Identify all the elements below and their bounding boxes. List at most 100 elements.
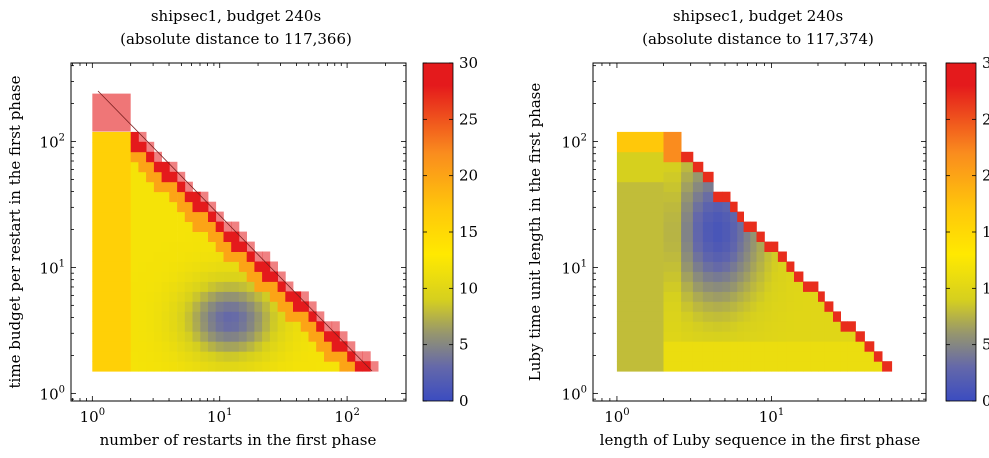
heatmap-cell bbox=[177, 351, 186, 362]
heatmap-cell bbox=[730, 341, 738, 352]
heatmap-cell bbox=[293, 311, 302, 322]
heatmap-cell bbox=[246, 251, 255, 262]
heatmap-cell bbox=[663, 231, 682, 242]
heatmap-cell bbox=[681, 181, 694, 193]
heatmap-cell bbox=[153, 151, 162, 163]
heatmap-cell bbox=[713, 281, 723, 292]
heatmap-cell bbox=[692, 341, 704, 352]
heatmap-cell bbox=[238, 361, 247, 372]
heatmap-cell bbox=[833, 311, 841, 322]
heatmap-cell bbox=[331, 321, 340, 332]
heatmap-cell bbox=[308, 301, 317, 312]
heatmap-cell bbox=[777, 331, 787, 342]
heatmap-cell bbox=[855, 361, 865, 372]
heatmap-cell bbox=[200, 301, 209, 312]
heatmap-cell bbox=[146, 181, 155, 193]
heatmap-cell bbox=[722, 211, 731, 222]
heatmap-cell bbox=[730, 321, 738, 332]
heatmap-cell bbox=[231, 291, 240, 302]
heatmap-cell bbox=[92, 311, 131, 322]
heatmap-cell bbox=[764, 321, 772, 332]
heatmap-cell bbox=[269, 261, 278, 272]
heatmap-cell bbox=[153, 361, 162, 372]
heatmap-cell bbox=[737, 271, 744, 282]
heatmap-cell bbox=[138, 141, 147, 153]
heatmap-cell bbox=[847, 341, 856, 352]
heatmap-cell bbox=[200, 361, 209, 372]
heatmap-cell bbox=[153, 281, 162, 292]
heatmap-cell bbox=[231, 261, 240, 272]
heatmap-cell bbox=[138, 351, 147, 362]
heatmap-cell bbox=[262, 361, 271, 372]
heatmap-cell bbox=[161, 301, 170, 312]
heatmap-cell bbox=[764, 291, 772, 302]
heatmap-cell bbox=[200, 311, 209, 322]
heatmap-cell bbox=[771, 311, 779, 322]
heatmap-cell bbox=[177, 271, 186, 282]
heatmap-cell bbox=[246, 341, 255, 352]
heatmap-cell bbox=[238, 271, 247, 282]
heatmap-cell bbox=[146, 321, 155, 332]
heatmap-cell bbox=[269, 311, 278, 322]
heatmap-cell bbox=[840, 321, 848, 332]
tick-label: 100 bbox=[40, 384, 65, 403]
heatmap-cell bbox=[146, 221, 155, 232]
heatmap-cell bbox=[803, 321, 812, 332]
heatmap-cell bbox=[153, 301, 162, 312]
heatmap-cell bbox=[146, 361, 155, 372]
heatmap-cell bbox=[92, 221, 131, 232]
heatmap-cell bbox=[663, 241, 682, 252]
heatmap-cell bbox=[818, 311, 825, 322]
heatmap-cell bbox=[764, 271, 772, 282]
heatmap-cell bbox=[818, 351, 825, 362]
heatmap-cell bbox=[681, 331, 694, 342]
heatmap-cell bbox=[146, 311, 155, 322]
heatmap-cell bbox=[750, 251, 757, 262]
heatmap-cell bbox=[92, 271, 131, 282]
heatmap-cell bbox=[771, 331, 779, 342]
heatmap-cell bbox=[130, 151, 139, 163]
heatmap-cell bbox=[192, 341, 201, 352]
heatmap-cell bbox=[285, 361, 294, 372]
tick-label: 101 bbox=[40, 258, 65, 277]
heatmap-cell bbox=[161, 201, 170, 213]
heatmap-cell bbox=[231, 361, 240, 372]
heatmap-cell bbox=[130, 201, 139, 213]
heatmap-cell bbox=[616, 241, 664, 252]
heatmap-cell bbox=[208, 361, 217, 372]
heatmap-cell bbox=[833, 361, 841, 372]
heatmap-cell bbox=[300, 341, 309, 352]
heatmap-cell bbox=[750, 281, 757, 292]
heatmap-cell bbox=[743, 341, 751, 352]
heatmap-cell bbox=[339, 331, 348, 342]
heatmap-cell bbox=[138, 191, 147, 203]
tick-label: 101 bbox=[562, 258, 587, 277]
heatmap-cell bbox=[730, 261, 738, 272]
heatmap-cell bbox=[138, 331, 147, 342]
heatmap-cell bbox=[786, 321, 795, 332]
heatmap-cell bbox=[184, 321, 193, 332]
heatmap-cell bbox=[300, 361, 309, 372]
heatmap-cell bbox=[663, 141, 682, 153]
heatmap-cell bbox=[293, 291, 302, 302]
heatmap-cell bbox=[616, 141, 664, 153]
heatmap-cell bbox=[722, 251, 731, 262]
heatmap-cell bbox=[692, 201, 704, 213]
heatmap-cell bbox=[777, 361, 787, 372]
heatmap-cell bbox=[300, 351, 309, 362]
heatmap-cell bbox=[803, 341, 812, 352]
heatmap-cell bbox=[308, 351, 317, 362]
heatmap-cell bbox=[238, 351, 247, 362]
heatmap-cell bbox=[616, 331, 664, 342]
heatmap-cell bbox=[818, 341, 825, 352]
heatmap-cell bbox=[840, 331, 848, 342]
heatmap-cell bbox=[92, 191, 131, 203]
heatmap-cell bbox=[764, 281, 772, 292]
heatmap-cell bbox=[192, 201, 201, 213]
heatmap-cell bbox=[847, 351, 856, 362]
heatmap-cell bbox=[681, 261, 694, 272]
heatmap-cell bbox=[192, 241, 201, 252]
heatmap-cell bbox=[130, 301, 139, 312]
heatmap-cell bbox=[138, 231, 147, 242]
heatmap-cell bbox=[737, 211, 744, 222]
